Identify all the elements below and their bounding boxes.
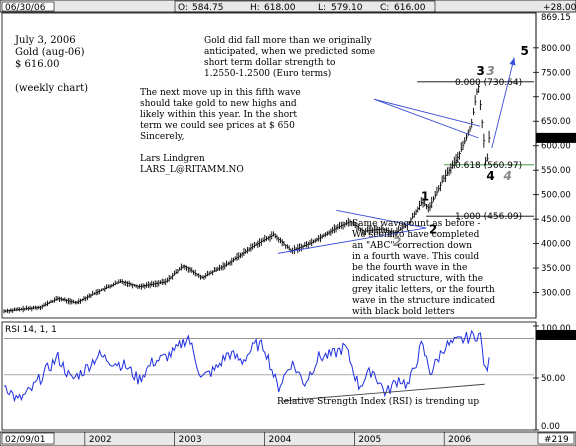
wave-label: 2 (429, 222, 437, 236)
annotation-line (336, 209, 427, 229)
price-tick-label: 650.00 (541, 117, 571, 127)
change-value: +28.00 (543, 3, 576, 13)
fib-level-label: 1.000 (456.09) (455, 212, 522, 222)
price-tick-label: 350.00 (541, 264, 571, 274)
wave-label: 3 (477, 64, 485, 78)
footer-date: 02/09/01 (5, 435, 45, 445)
price-tick-label: 750.00 (541, 68, 571, 78)
rsi-tick-label: 0.00 (541, 422, 560, 432)
low-label: L: (318, 3, 326, 13)
price-top-label: 869.15 (541, 13, 571, 23)
x-tick-label: 2002 (89, 435, 112, 445)
price-tick-label: 600.00 (541, 142, 571, 152)
x-tick-label: 2004 (269, 435, 292, 445)
open-value: 584.75 (192, 3, 224, 13)
x-tick-label: 2005 (358, 435, 381, 445)
rsi-series (3, 329, 490, 403)
annotation-line (491, 57, 515, 149)
fibonacci-levels: 0.000 (730.64) 0.618 (560.97) 1.000 (456.0… (417, 78, 534, 222)
x-tick-label: 2003 (179, 435, 202, 445)
open-label: O: (178, 3, 188, 13)
rsi-title: RSI 14, 1, 1 (5, 325, 57, 335)
price-tick-label: 300.00 (541, 289, 571, 299)
close-value: 616.00 (394, 3, 426, 13)
dollar-note: Gold did fall more than we originally an… (204, 36, 378, 79)
wave-label-grey: 4 (502, 169, 511, 183)
wave-label: 4 (486, 169, 494, 183)
fib-level-label: 0.618 (560.97) (455, 161, 522, 171)
rsi-line (3, 329, 490, 403)
rsi-tick-label: 100.00 (541, 324, 571, 334)
x-axis: 2002 2003 2004 2005 2006 (84, 432, 471, 446)
header-bar: 06/30/06 O: 584.75 H: 618.00 L: 579.10 C… (0, 0, 576, 13)
price-axis: 300.00 350.00 400.00 450.00 500.00 550.00 600.… (533, 13, 576, 318)
annotation-line (373, 98, 479, 139)
price-tick-label: 800.00 (541, 44, 571, 54)
last-price-marker (536, 132, 576, 143)
rsi-value-marker (536, 329, 576, 340)
wave-labels: 1 2 3 4 5 2 3 4 (393, 44, 529, 249)
wave-label: 5 (521, 44, 529, 58)
rsi-tick-label: 50.00 (541, 374, 565, 384)
header-date: 06/30/06 (5, 3, 46, 13)
price-tick-label: 550.00 (541, 166, 571, 176)
annotation-lines (277, 57, 516, 254)
forecast-note: The next move up in this fifth wave shou… (140, 88, 304, 175)
wave-label: 1 (421, 190, 429, 204)
annotation-line (277, 227, 427, 254)
title-note: July 3, 2006 Gold (aug-06) $ 616.00 (wee… (14, 35, 88, 94)
high-value: 618.00 (264, 3, 296, 13)
price-tick-label: 450.00 (541, 215, 571, 225)
price-panel (1, 12, 537, 319)
rsi-trend-line (282, 383, 485, 402)
projection-arrowhead (509, 57, 516, 66)
bar-count: #219 (544, 435, 569, 445)
wavecount-note: Same wavecount as before - We seem to ha… (352, 219, 498, 317)
low-value: 579.10 (331, 3, 363, 13)
rsi-note: Relative Strength Index (RSI) is trendin… (277, 396, 479, 407)
annotation-line (373, 98, 481, 127)
footer-bar: 02/09/01 2002 2003 2004 2005 2006 #219 (0, 431, 576, 446)
rsi-panel (1, 321, 537, 431)
close-label: C: (380, 3, 389, 13)
fib-level-label: 0.000 (730.64) (455, 78, 522, 88)
high-label: H: (250, 3, 260, 13)
wave-label-grey: 3 (486, 64, 494, 78)
price-tick-label: 400.00 (541, 240, 571, 250)
x-tick-label: 2006 (448, 435, 471, 445)
price-series (3, 83, 491, 314)
rsi-value-label: 91.38 (541, 331, 565, 341)
price-tick-label: 700.00 (541, 93, 571, 103)
wave-label-grey: 2 (393, 235, 401, 249)
price-tick-label: 500.00 (541, 191, 571, 201)
